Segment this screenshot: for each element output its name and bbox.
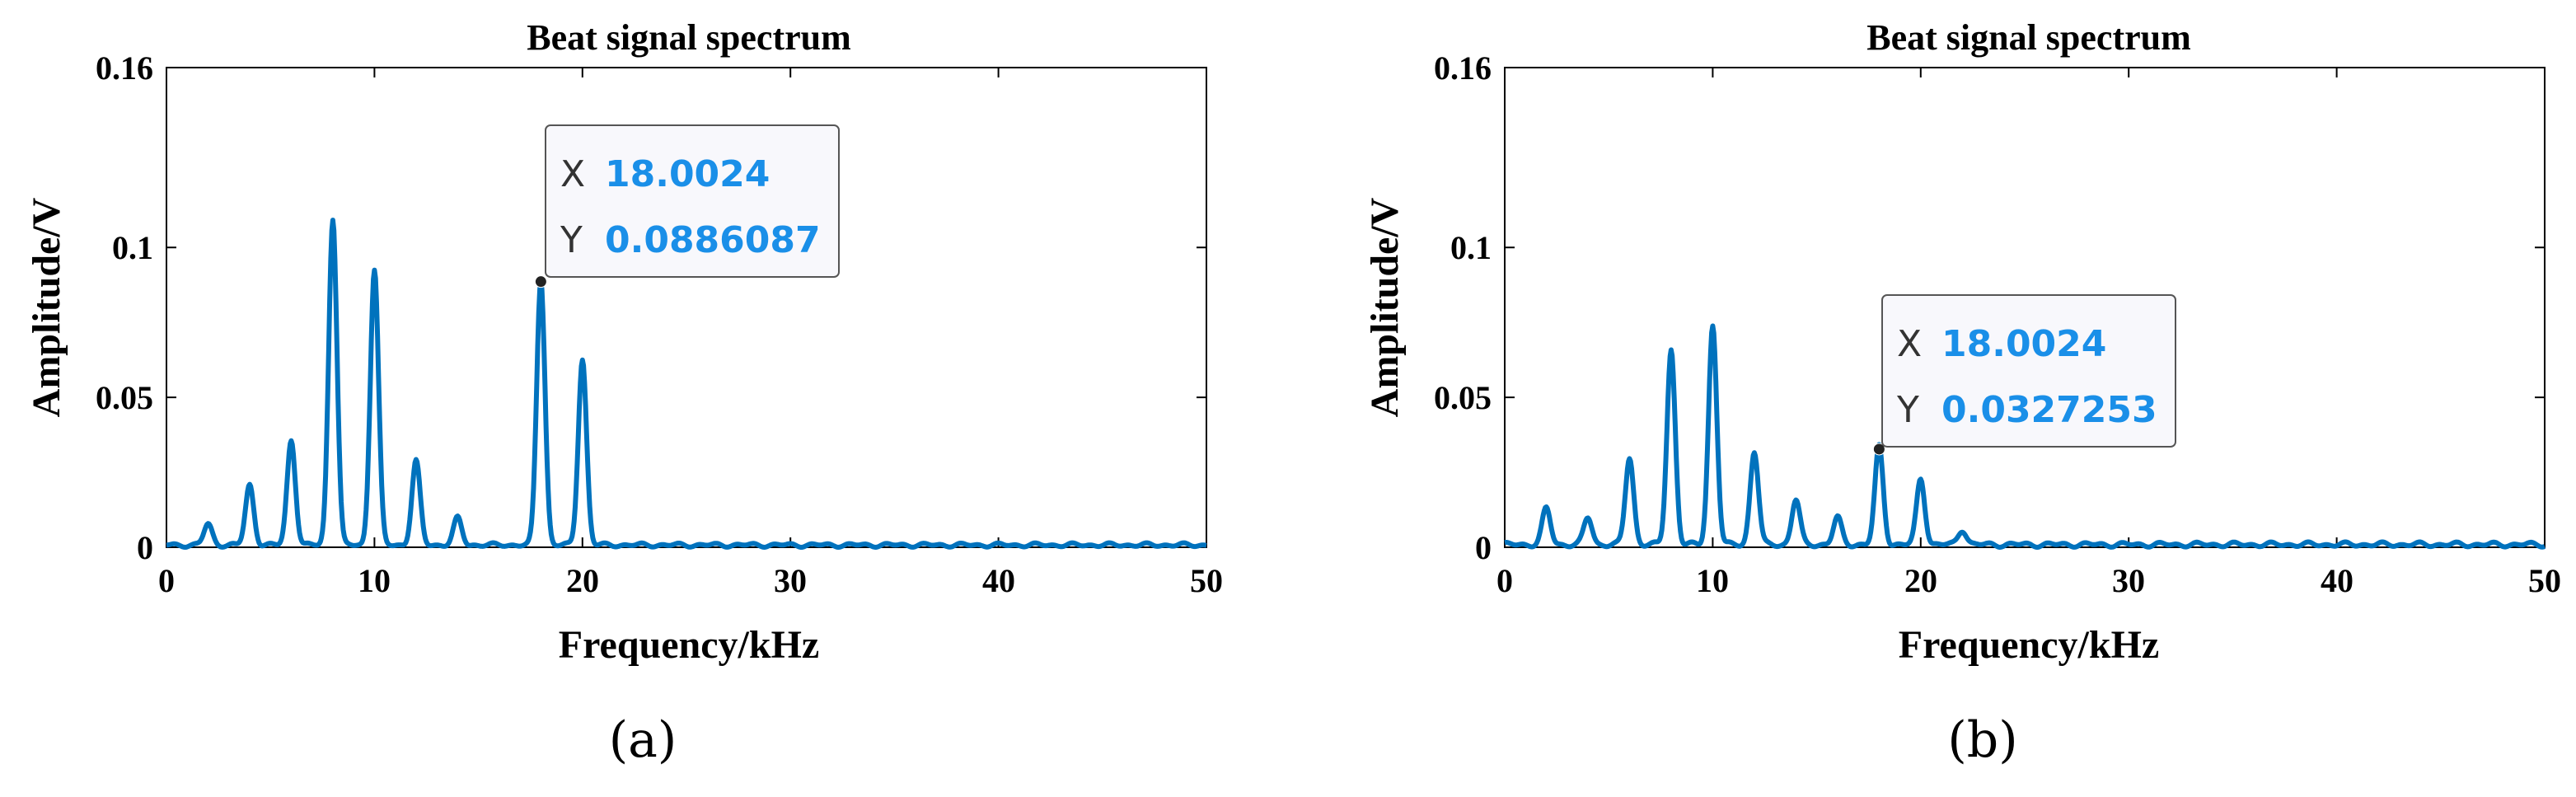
series-line <box>165 218 1208 550</box>
x-tick-label: 10 <box>1696 562 1729 599</box>
datatip-box <box>545 124 840 278</box>
x-tick-label: 50 <box>2528 562 2561 599</box>
highlight-marker-group <box>1872 443 1885 456</box>
datatip-x-value: 18.0024 <box>1941 323 2106 365</box>
series-lines <box>165 218 1208 550</box>
y-tick-label: 0.16 <box>96 49 153 87</box>
datatip-x-value: 18.0024 <box>605 153 770 195</box>
datatip[interactable]: X 18.0024 Y 0.0886087 <box>545 124 840 278</box>
datatip-y-key: Y <box>1896 389 1919 431</box>
datatip-box <box>1881 294 2176 448</box>
x-tick-label: 20 <box>1904 562 1937 599</box>
datatip-y-value: 0.0886087 <box>605 219 821 261</box>
x-tick-label: 40 <box>982 562 1015 599</box>
panel-label: (b) <box>1947 711 2017 769</box>
chart-title: Beat signal spectrum <box>527 17 851 58</box>
x-tick-label: 0 <box>1496 562 1513 599</box>
highlight-marker-group <box>534 275 547 288</box>
datatip-y-key: Y <box>560 219 583 261</box>
x-tick-label: 30 <box>2112 562 2145 599</box>
x-axis-label: Frequency/kHz <box>559 623 819 667</box>
y-tick-label: 0.05 <box>1434 379 1492 416</box>
datatip[interactable]: X 18.0024 Y 0.0327253 <box>1881 294 2176 448</box>
y-tick-label: 0.1 <box>1450 229 1492 266</box>
panel-label: (a) <box>609 711 677 769</box>
y-tick-label: 0 <box>1475 529 1492 566</box>
series-line <box>1503 323 2546 550</box>
plot-frame <box>1504 67 2546 548</box>
highlight-marker <box>1872 443 1885 456</box>
x-axis-label: Frequency/kHz <box>1899 623 2159 667</box>
datatip-y-value: 0.0327253 <box>1941 389 2157 431</box>
y-tick-label: 0.05 <box>96 379 153 416</box>
x-tick-label: 40 <box>2321 562 2354 599</box>
y-tick-label: 0.1 <box>112 229 153 266</box>
chart-a: Beat signal spectrum 0.16 0.1 0.05 0 0 1… <box>25 17 1223 769</box>
highlight-marker <box>534 275 547 288</box>
x-tick-label: 30 <box>774 562 807 599</box>
x-tick-label: 10 <box>358 562 391 599</box>
x-tick-label: 20 <box>566 562 599 599</box>
series-lines <box>1503 323 2546 550</box>
y-axis-label: Amplitude/V <box>1363 197 1407 417</box>
y-axis-label: Amplitude/V <box>25 197 68 417</box>
tick-marks <box>1504 67 2546 548</box>
chart-b: Beat signal spectrum 0.16 0.1 0.05 0 0 1… <box>1363 17 2561 769</box>
x-tick-label: 0 <box>158 562 175 599</box>
chart-title: Beat signal spectrum <box>1866 17 2191 58</box>
x-tick-label: 50 <box>1190 562 1223 599</box>
y-tick-label: 0 <box>137 529 153 566</box>
y-tick-label: 0.16 <box>1434 49 1492 87</box>
datatip-x-key: X <box>560 153 585 195</box>
datatip-x-key: X <box>1897 323 1922 365</box>
